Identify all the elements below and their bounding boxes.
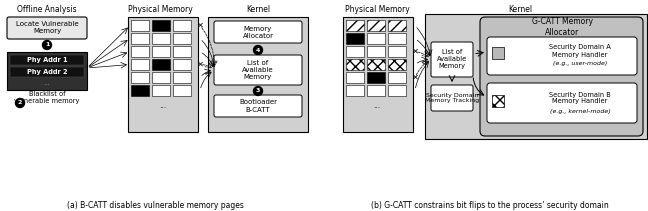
FancyBboxPatch shape [431, 85, 473, 111]
Bar [346, 72, 364, 83]
Bar [346, 33, 364, 44]
Text: Security Domain
Memory Tracking: Security Domain Memory Tracking [425, 93, 479, 103]
Bar [7, 52, 87, 90]
Bar [346, 59, 364, 70]
Bar [346, 85, 364, 96]
Bar [173, 33, 191, 44]
Bar [152, 33, 170, 44]
Text: G-CATT Memory
Allocator: G-CATT Memory Allocator [531, 17, 592, 37]
Circle shape [43, 41, 51, 50]
Text: Offline Analysis: Offline Analysis [17, 5, 77, 15]
Circle shape [253, 46, 262, 54]
Text: ✕: ✕ [196, 21, 203, 30]
Bar [152, 20, 170, 31]
Bar [367, 72, 385, 83]
Text: ✕: ✕ [196, 60, 203, 69]
Text: Physical Memory: Physical Memory [345, 5, 410, 15]
Bar [152, 72, 170, 83]
Text: ✕: ✕ [411, 73, 419, 82]
Text: List of
Available
Memory: List of Available Memory [242, 60, 274, 80]
Bar [173, 72, 191, 83]
Text: Phy Addr 1: Phy Addr 1 [27, 57, 67, 63]
Text: Blacklist of
vulnerable memory: Blacklist of vulnerable memory [14, 92, 80, 104]
FancyBboxPatch shape [487, 37, 637, 75]
Bar [425, 14, 647, 139]
Text: Kernel: Kernel [246, 5, 270, 15]
Circle shape [253, 87, 262, 96]
Bar [173, 59, 191, 70]
Text: 1: 1 [45, 42, 49, 47]
Text: (b) G-CATT constrains bit flips to the process’ security domain: (b) G-CATT constrains bit flips to the p… [371, 200, 609, 210]
Bar [131, 33, 149, 44]
Text: List of
Available
Memory: List of Available Memory [437, 49, 467, 69]
Bar [131, 46, 149, 57]
Bar [346, 20, 364, 31]
Bar [492, 47, 504, 59]
Bar [388, 72, 406, 83]
Text: Security Domain B
Memory Handler: Security Domain B Memory Handler [549, 92, 611, 104]
Bar [367, 85, 385, 96]
Bar [131, 20, 149, 31]
Text: (e.g., kernel-mode): (e.g., kernel-mode) [550, 108, 610, 114]
Bar [173, 46, 191, 57]
Text: (e.g., user-mode): (e.g., user-mode) [553, 61, 607, 66]
Bar [367, 59, 385, 70]
Text: ✕: ✕ [411, 47, 419, 56]
Text: Bootloader
B-CATT: Bootloader B-CATT [239, 100, 277, 112]
Bar [128, 17, 198, 132]
Text: ...: ... [43, 80, 51, 86]
Bar [152, 59, 170, 70]
Bar [131, 72, 149, 83]
FancyBboxPatch shape [487, 83, 637, 123]
Bar [173, 85, 191, 96]
FancyBboxPatch shape [431, 42, 473, 77]
Bar [367, 20, 385, 31]
Bar [131, 85, 149, 96]
FancyBboxPatch shape [7, 17, 87, 39]
Bar [152, 85, 170, 96]
Circle shape [16, 99, 25, 107]
Text: ...: ... [373, 100, 380, 110]
Text: (a) B-CATT disables vulnerable memory pages: (a) B-CATT disables vulnerable memory pa… [67, 200, 244, 210]
Text: Physical Memory: Physical Memory [128, 5, 192, 15]
Bar [388, 85, 406, 96]
Bar [367, 33, 385, 44]
Bar [346, 46, 364, 57]
Bar [10, 67, 84, 77]
Text: Memory
Allocator: Memory Allocator [242, 26, 273, 38]
Bar [388, 59, 406, 70]
Text: ...: ... [159, 100, 167, 110]
Text: Kernel: Kernel [508, 5, 532, 15]
Bar [208, 17, 308, 132]
Bar [388, 33, 406, 44]
Bar [492, 95, 504, 107]
Bar [388, 20, 406, 31]
Text: Phy Addr 2: Phy Addr 2 [27, 69, 67, 75]
Bar [152, 46, 170, 57]
Text: 4: 4 [256, 47, 260, 53]
FancyBboxPatch shape [214, 55, 302, 85]
Bar [388, 46, 406, 57]
Text: 2: 2 [17, 100, 22, 106]
FancyBboxPatch shape [214, 21, 302, 43]
Text: Security Domain A
Memory Handler: Security Domain A Memory Handler [549, 45, 611, 58]
Text: Locate Vulnerable
Memory: Locate Vulnerable Memory [16, 22, 78, 35]
Bar [10, 55, 84, 65]
Bar [173, 20, 191, 31]
Bar [131, 59, 149, 70]
FancyBboxPatch shape [480, 17, 643, 136]
Text: 3: 3 [256, 88, 260, 93]
FancyBboxPatch shape [214, 95, 302, 117]
Bar [343, 17, 413, 132]
Bar [367, 46, 385, 57]
